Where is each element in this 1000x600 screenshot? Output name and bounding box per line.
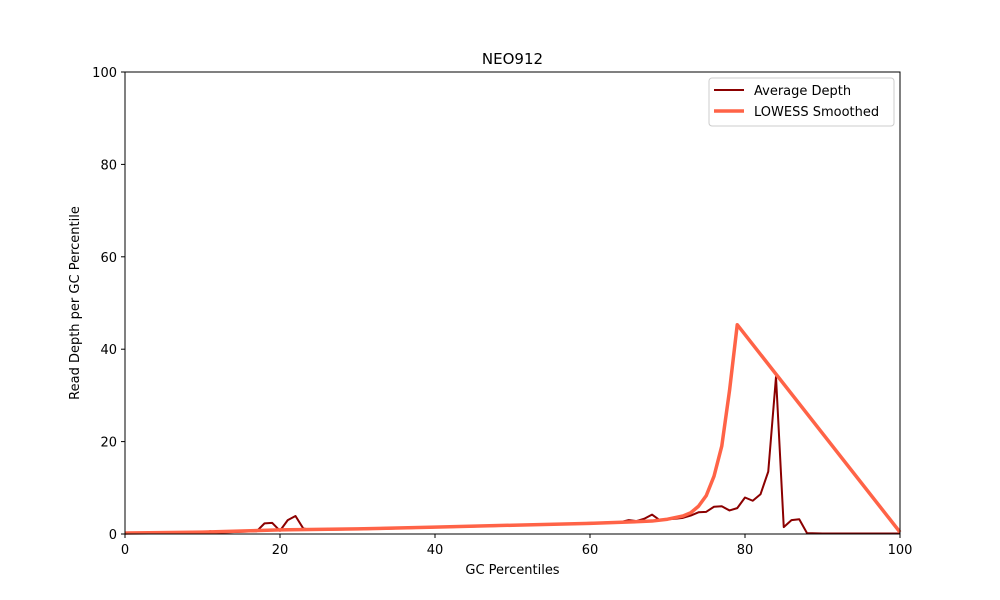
y-tick-label: 60 — [100, 251, 117, 266]
chart-title: NEO912 — [482, 50, 543, 68]
series-line-average-depth — [124, 375, 900, 535]
x-tick-label: 100 — [888, 543, 913, 558]
y-tick-label: 100 — [92, 66, 117, 81]
plot-area — [124, 322, 902, 535]
y-axis-label: Read Depth per GC Percentile — [68, 206, 83, 400]
y-tick-label: 20 — [100, 436, 117, 451]
x-tick-label: 40 — [427, 543, 444, 558]
axes: 0 20 40 60 80 100 0 20 40 60 80 100 — [92, 66, 912, 558]
legend-label: LOWESS Smoothed — [754, 105, 879, 120]
x-axis-label: GC Percentiles — [465, 563, 559, 578]
x-tick-label: 80 — [737, 543, 754, 558]
legend-label: Average Depth — [754, 84, 851, 99]
series-line-lowess-smoothed — [124, 322, 902, 535]
y-tick-label: 40 — [100, 343, 117, 358]
x-tick-label: 20 — [272, 543, 289, 558]
x-tick-label: 0 — [121, 543, 129, 558]
plot-frame — [124, 71, 901, 535]
y-tick-label: 80 — [100, 158, 117, 173]
legend-box — [708, 77, 895, 127]
y-tick-label: 0 — [109, 528, 117, 543]
legend: Average Depth LOWESS Smoothed — [708, 77, 895, 127]
x-tick-label: 60 — [582, 543, 599, 558]
